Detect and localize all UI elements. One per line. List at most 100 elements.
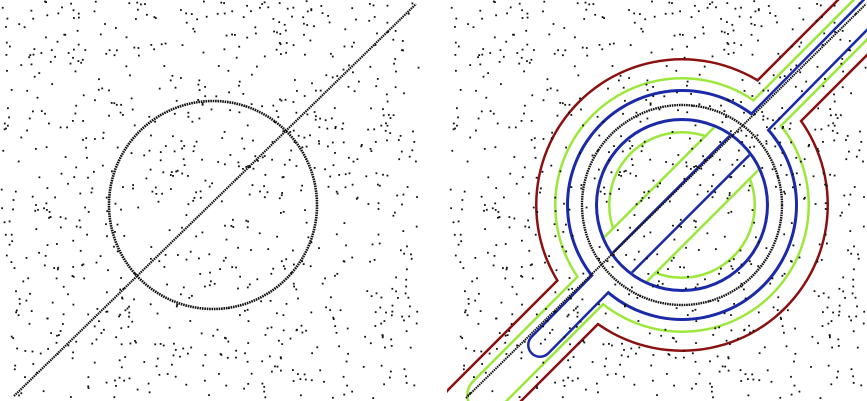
- noise-point: [346, 327, 349, 330]
- noise-point: [480, 350, 483, 353]
- noise-point: [676, 91, 678, 94]
- noise-point: [40, 52, 43, 54]
- noise-point: [603, 186, 605, 189]
- noise-point: [847, 249, 849, 252]
- noise-point: [10, 261, 13, 263]
- noise-point: [20, 392, 23, 395]
- noise-point: [755, 236, 757, 239]
- noise-point: [751, 373, 754, 376]
- noise-point: [483, 209, 485, 212]
- noise-point: [246, 4, 248, 7]
- noise-point: [696, 193, 699, 196]
- noise-point: [208, 394, 210, 396]
- noise-point: [611, 266, 614, 268]
- noise-point: [750, 33, 753, 36]
- noise-point: [542, 361, 545, 364]
- noise-point: [694, 36, 696, 39]
- noise-point: [598, 134, 601, 137]
- noise-point: [671, 131, 674, 133]
- noise-point: [633, 214, 636, 216]
- noise-point: [596, 382, 598, 385]
- noise-point: [671, 163, 674, 166]
- noise-point: [740, 129, 743, 132]
- noise-point: [213, 282, 216, 285]
- noise-point: [739, 369, 742, 371]
- noise-point: [246, 124, 249, 127]
- noise-point: [753, 24, 756, 26]
- noise-point: [631, 145, 634, 147]
- noise-point: [343, 260, 346, 263]
- noise-point: [320, 5, 323, 7]
- noise-point: [411, 2, 414, 5]
- noise-point: [504, 334, 507, 337]
- noise-point: [137, 8, 139, 11]
- noise-point: [611, 344, 613, 347]
- noise-point: [612, 254, 615, 256]
- noise-point: [128, 305, 130, 308]
- noise-point: [652, 379, 654, 382]
- noise-point: [416, 310, 419, 313]
- noise-point: [743, 288, 745, 291]
- noise-point: [774, 15, 777, 17]
- noise-point: [862, 160, 864, 163]
- noise-point: [529, 264, 532, 267]
- noise-point: [452, 122, 455, 125]
- noise-point: [469, 392, 472, 395]
- noise-point: [485, 208, 488, 211]
- noise-point: [533, 137, 536, 140]
- noise-point: [60, 172, 63, 175]
- noise-point: [754, 10, 757, 13]
- noise-point: [341, 128, 344, 130]
- noise-point: [580, 184, 583, 186]
- noise-point: [28, 322, 31, 325]
- noise-point: [703, 65, 706, 68]
- noise-point: [748, 324, 750, 327]
- noise-point: [800, 41, 803, 44]
- noise-point: [484, 371, 487, 374]
- noise-point: [227, 340, 230, 343]
- noise-point: [564, 103, 567, 106]
- noise-point: [551, 131, 553, 134]
- noise-point: [487, 72, 489, 74]
- noise-point: [342, 68, 345, 71]
- noise-point: [466, 160, 469, 163]
- noise-point: [747, 378, 749, 380]
- noise-point: [772, 306, 775, 309]
- noise-point: [395, 290, 397, 293]
- noise-point: [733, 303, 735, 305]
- noise-point: [332, 318, 335, 320]
- noise-point: [271, 141, 274, 143]
- noise-point: [393, 62, 395, 65]
- noise-point: [530, 139, 533, 141]
- noise-point: [344, 173, 347, 176]
- noise-point: [208, 253, 211, 256]
- noise-point: [75, 104, 78, 107]
- noise-point: [824, 208, 827, 210]
- noise-point: [247, 342, 250, 344]
- noise-point: [712, 396, 714, 399]
- noise-point: [523, 340, 526, 343]
- noise-point: [403, 92, 405, 95]
- noise-point: [856, 305, 858, 308]
- noise-point: [122, 186, 124, 188]
- noise-point: [783, 190, 785, 193]
- noise-point: [474, 299, 477, 302]
- noise-point: [183, 164, 186, 166]
- noise-point: [295, 288, 298, 291]
- noise-point: [860, 384, 863, 387]
- noise-point: [733, 42, 736, 44]
- noise-point: [101, 87, 104, 90]
- noise-point: [99, 255, 102, 257]
- noise-point: [39, 352, 42, 355]
- noise-point: [82, 263, 85, 266]
- noise-point: [258, 232, 261, 235]
- noise-point: [103, 328, 105, 331]
- noise-point: [135, 18, 137, 20]
- noise-point: [498, 61, 501, 63]
- noise-point: [166, 283, 168, 286]
- noise-point: [348, 156, 350, 159]
- noise-point: [740, 282, 743, 285]
- noise-point: [413, 141, 416, 143]
- noise-point: [219, 268, 221, 270]
- noise-point: [467, 302, 470, 305]
